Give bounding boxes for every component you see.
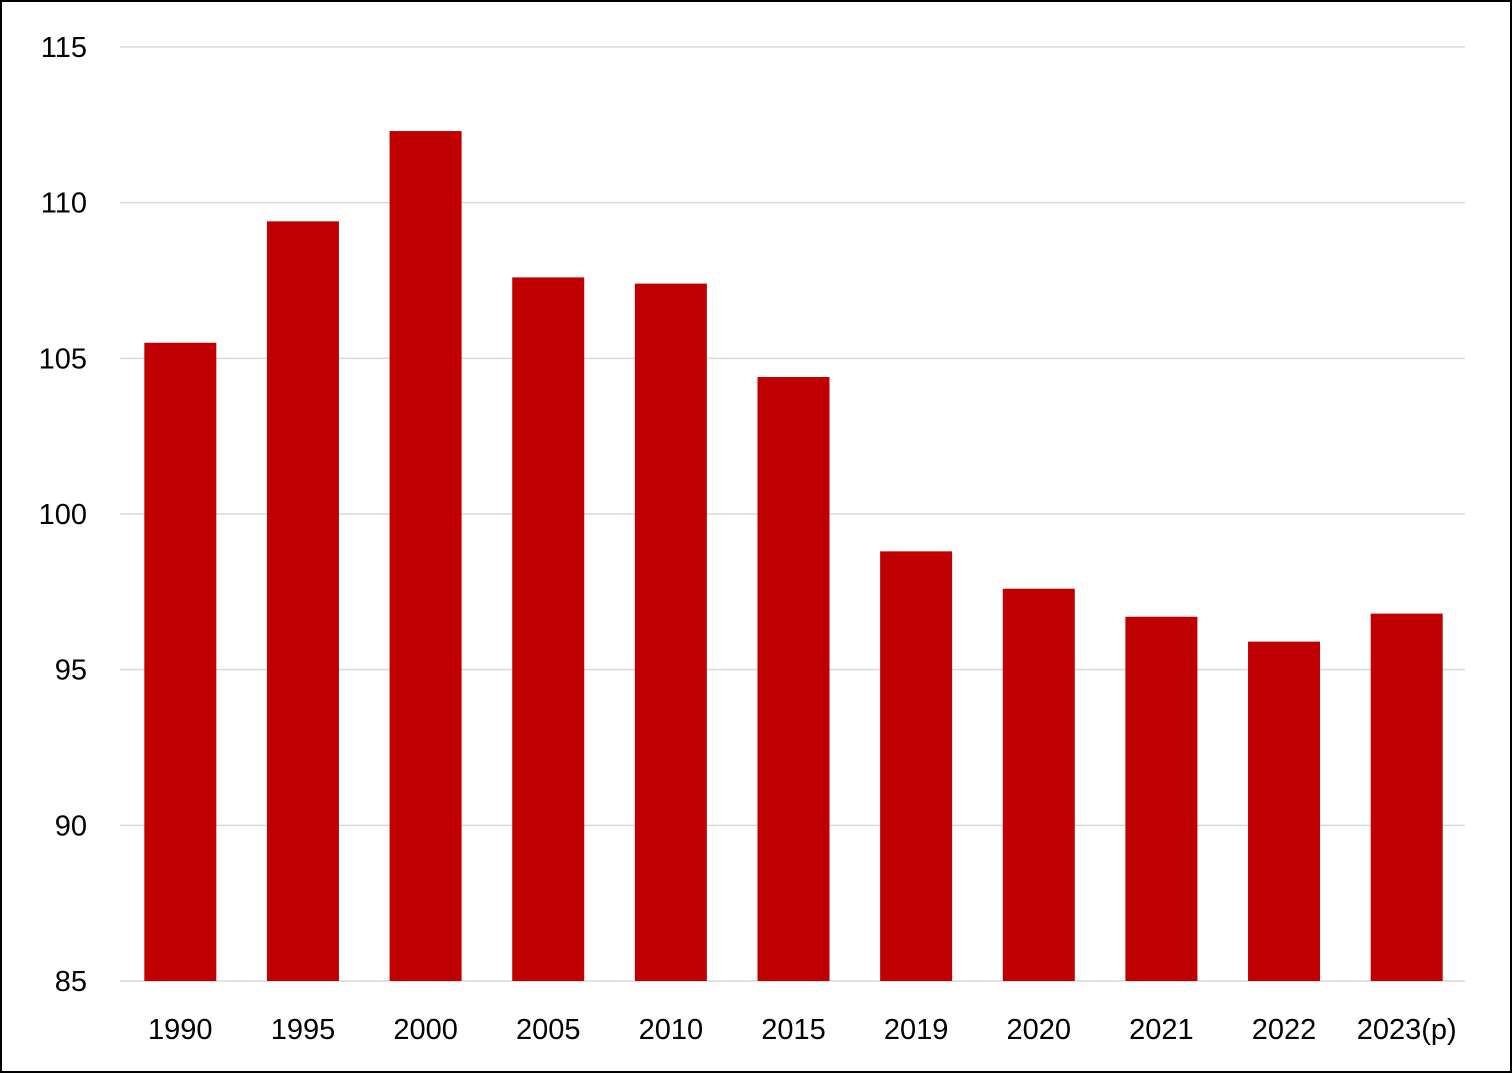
x-tick-label: 2019 (884, 1014, 949, 1046)
x-tick-label: 2000 (393, 1014, 458, 1046)
x-tick-label: 2015 (761, 1014, 826, 1046)
y-tick-label: 90 (55, 810, 87, 842)
y-tick-label: 100 (39, 499, 87, 531)
x-tick-label: 1990 (148, 1014, 213, 1046)
x-tick-label: 2023(p) (1357, 1014, 1457, 1046)
x-tick-label: 2005 (516, 1014, 581, 1046)
x-tick-label: 2020 (1007, 1014, 1072, 1046)
bar-2021 (1125, 616, 1198, 981)
y-tick-label: 105 (39, 343, 87, 375)
x-tick-label: 1995 (271, 1014, 336, 1046)
bar-2000 (389, 131, 462, 981)
bar-2005 (512, 277, 585, 981)
bar-1995 (266, 221, 339, 981)
bar-2023(p) (1370, 613, 1443, 981)
bar-2020 (1002, 588, 1075, 981)
bars (144, 131, 1443, 982)
y-tick-label: 115 (41, 32, 87, 64)
y-tick-label: 95 (55, 655, 87, 687)
x-tick-label: 2010 (639, 1014, 704, 1046)
bar-1990 (144, 342, 217, 981)
x-tick-label: 2021 (1129, 1014, 1194, 1046)
x-axis-tick-labels: 1990 1995 2000 2005 2010 2015 2019 2020 2021 2022… (148, 1014, 1457, 1046)
x-tick-label: 2022 (1252, 1014, 1317, 1046)
y-tick-label: 85 (55, 966, 87, 998)
bar-2022 (1248, 641, 1321, 981)
bar-2019 (880, 551, 953, 981)
bar-2015 (757, 377, 830, 982)
y-tick-label: 110 (41, 188, 87, 220)
bar-2010 (634, 283, 707, 981)
y-axis-tick-labels: 85 90 95 100 105 110 115 (39, 32, 87, 998)
